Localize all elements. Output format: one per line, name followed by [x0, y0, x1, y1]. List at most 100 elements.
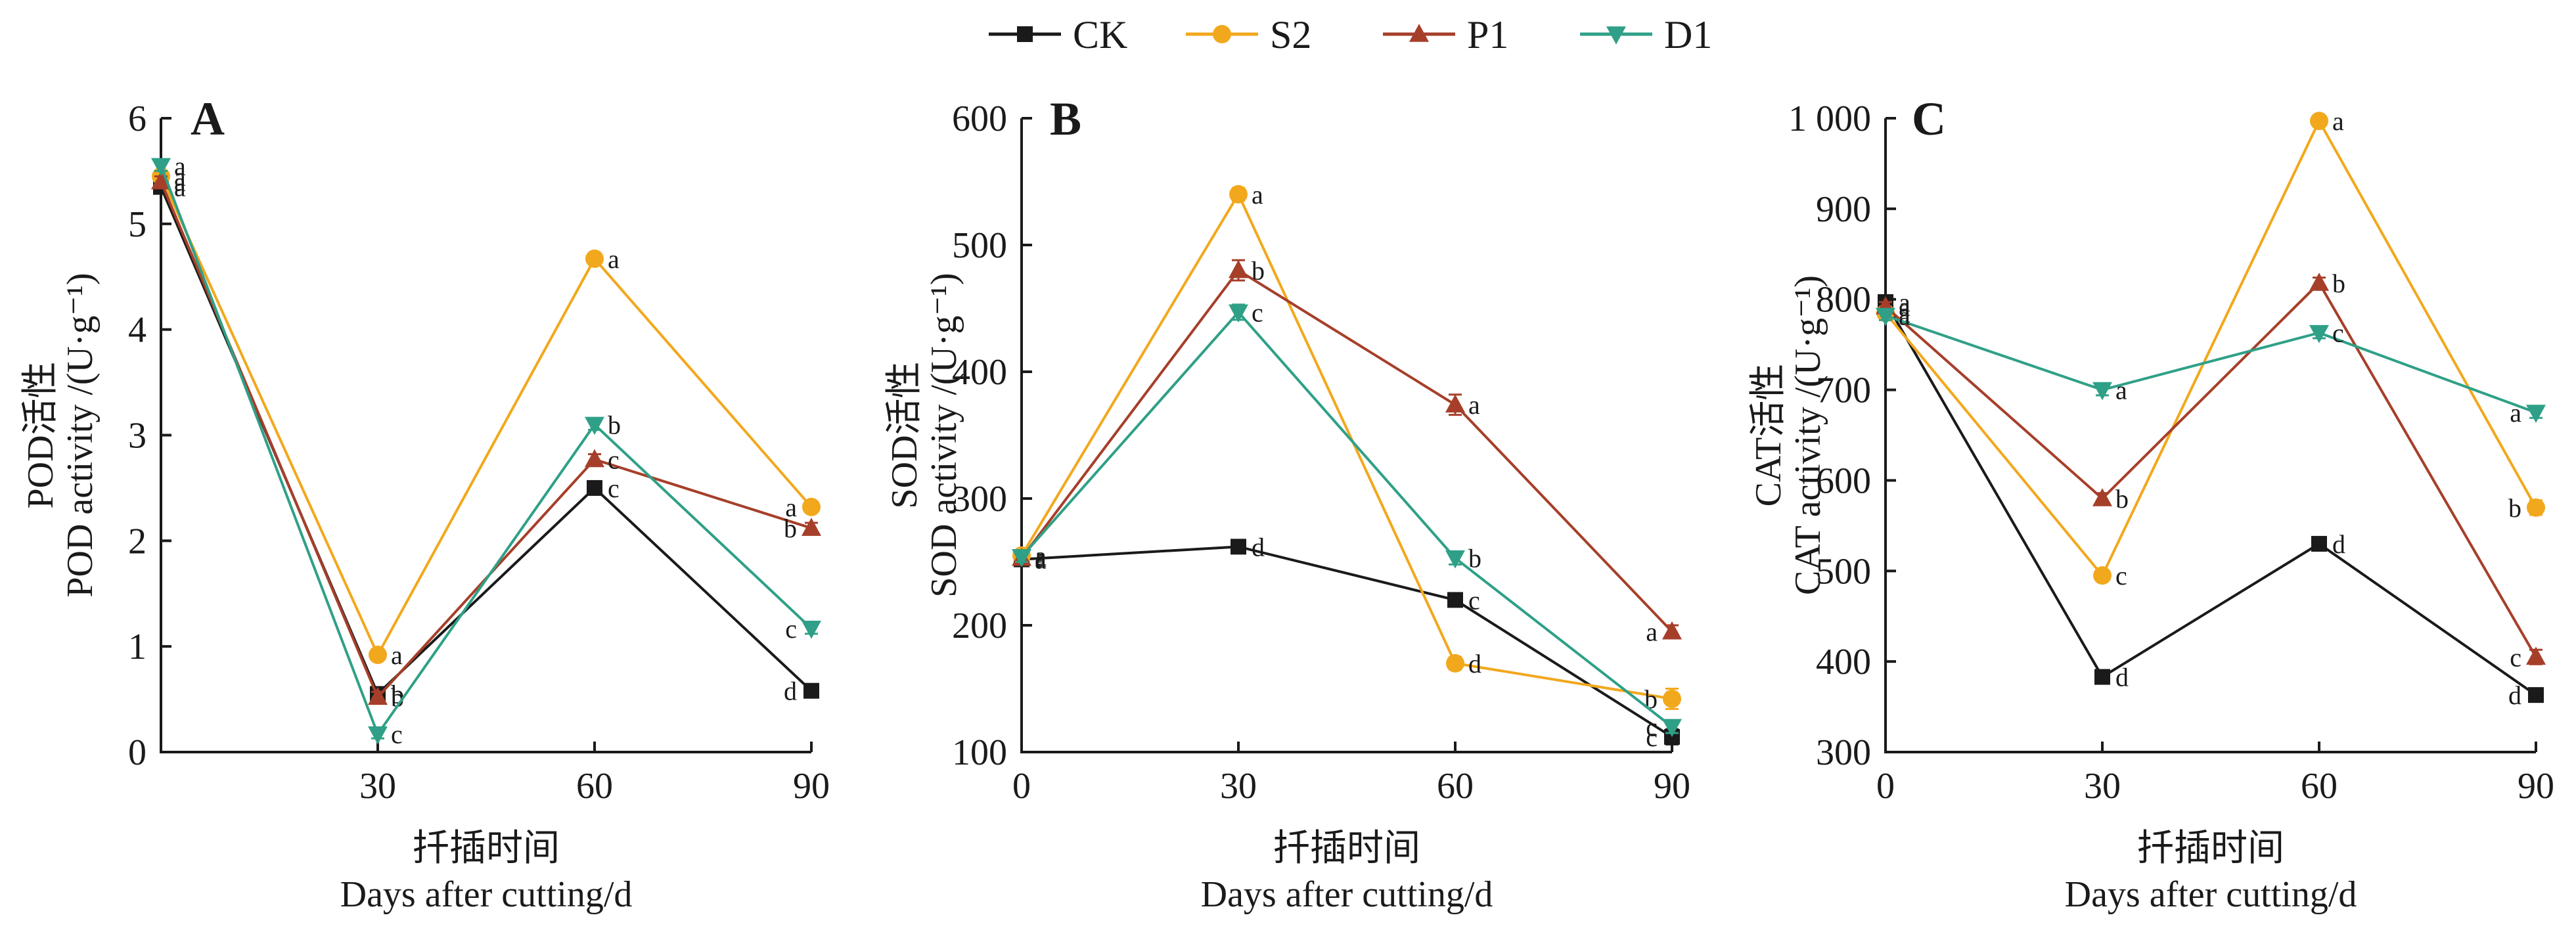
series-line — [1020, 191, 1673, 700]
series-line — [160, 186, 813, 696]
y-tick-label: 300 — [952, 479, 1007, 520]
significance-letter: c — [608, 445, 620, 474]
legend-label: P1 — [1467, 13, 1508, 56]
y-tick-label: 6 — [128, 99, 147, 139]
x-tick-label: 0 — [1876, 766, 1895, 807]
data-point — [2311, 535, 2327, 552]
data-point — [1446, 654, 1464, 673]
data-point — [2527, 498, 2545, 517]
series-d1: a c b c — [151, 151, 821, 749]
y-axis-title-cn: SOD活性 — [884, 361, 925, 508]
significance-letter: a — [1252, 180, 1263, 210]
series-line — [1884, 118, 2537, 578]
y-axis-title-en: SOD activity /(U·g⁻¹) — [924, 273, 964, 597]
significance-letter: c — [785, 614, 797, 644]
y-tick-label: 700 — [1816, 370, 1871, 411]
y-tick-label: 600 — [1816, 460, 1871, 501]
x-axis-title-en: Days after cutting/d — [1201, 874, 1493, 915]
significance-letter: b — [1252, 256, 1265, 286]
significance-letter: a — [1468, 390, 1480, 420]
series-line — [160, 175, 813, 658]
data-point — [1012, 548, 1031, 567]
data-point — [585, 249, 604, 268]
significance-letter: c — [2115, 561, 2127, 590]
data-point — [585, 449, 604, 468]
legend: CK S2 P1 D1 — [989, 13, 1712, 56]
panel-b: 100 200 300 400 500 600 0 30 60 90 B 扦插时间 Days after… — [884, 93, 1690, 915]
data-point — [2092, 488, 2112, 506]
data-point — [1231, 539, 1246, 555]
legend-label: D1 — [1664, 13, 1712, 56]
series-p1: a b a a — [1012, 256, 1682, 647]
data-point — [151, 158, 171, 177]
series-line — [1021, 545, 1673, 738]
significance-letter: a — [1646, 617, 1658, 647]
series-line — [160, 181, 812, 700]
panel-letter: C — [1912, 93, 1946, 145]
significance-letter: d — [784, 677, 797, 706]
x-tick-label: 60 — [576, 766, 613, 807]
data-point — [802, 518, 821, 536]
legend-marker — [1017, 26, 1033, 42]
y-tick-label: 300 — [1816, 732, 1871, 773]
panels: 0 1 2 3 4 5 6 30 60 90 A 扦插时间 Days after cutting/d PO… — [20, 93, 2554, 915]
data-point — [151, 171, 171, 190]
series-s2: a a d b — [1012, 180, 1681, 714]
series-line — [1884, 280, 2537, 658]
significance-letter: a — [174, 162, 186, 191]
data-point — [2528, 687, 2544, 703]
significance-letter: a — [2332, 106, 2344, 136]
y-tick-label: 0 — [128, 732, 147, 773]
significance-letter: a — [2510, 398, 2521, 428]
significance-letter: a — [608, 244, 620, 274]
legend-item-ck: CK — [989, 13, 1127, 56]
x-tick-label: 90 — [2518, 766, 2554, 807]
significance-letter: b — [2508, 493, 2521, 523]
significance-letter: c — [2510, 642, 2521, 672]
data-point — [1445, 550, 1465, 569]
data-point — [587, 479, 602, 496]
legend-item-d1: D1 — [1580, 13, 1712, 56]
significance-letter: a — [1035, 545, 1047, 575]
panel-letter: B — [1050, 93, 1081, 145]
significance-letter: c — [1646, 712, 1658, 742]
y-tick-label: 500 — [952, 225, 1007, 266]
data-point — [368, 726, 388, 745]
significance-letter: b — [2115, 484, 2129, 514]
legend-label: CK — [1073, 13, 1127, 56]
series-line — [160, 165, 813, 737]
x-tick-label: 90 — [1654, 766, 1690, 807]
significance-letter: a — [1899, 301, 1910, 331]
legend-label: S2 — [1270, 13, 1311, 56]
y-tick-label: 100 — [952, 732, 1007, 773]
x-axis-title-cn: 扦插时间 — [2137, 828, 2284, 869]
data-point — [2093, 566, 2112, 585]
legend-marker — [1606, 26, 1626, 45]
legend-marker — [1409, 24, 1429, 42]
significance-letter: c — [608, 474, 620, 503]
data-point — [2092, 382, 2112, 401]
y-axis-title-cn: POD活性 — [20, 361, 61, 508]
significance-letter: d — [2508, 680, 2521, 710]
x-tick-label: 60 — [1437, 766, 1474, 807]
x-axis-title-cn: 扦插时间 — [1273, 828, 1420, 869]
significance-letter: c — [2332, 319, 2344, 348]
significance-letter: a — [785, 493, 797, 522]
x-tick-label: 60 — [2301, 766, 2338, 807]
series-line — [1020, 268, 1673, 633]
data-point — [2526, 405, 2546, 423]
data-point — [1662, 719, 1682, 738]
y-tick-label: 600 — [952, 99, 1007, 139]
significance-letter: a — [2115, 376, 2127, 405]
data-point — [369, 646, 387, 665]
significance-letter: a — [1899, 288, 1910, 317]
significance-letter: a — [1035, 543, 1047, 572]
significance-letter: b — [784, 514, 797, 543]
series-ck: a d d d — [1878, 288, 2544, 710]
x-axis-title-cn: 扦插时间 — [413, 828, 560, 869]
data-point — [1229, 185, 1248, 204]
